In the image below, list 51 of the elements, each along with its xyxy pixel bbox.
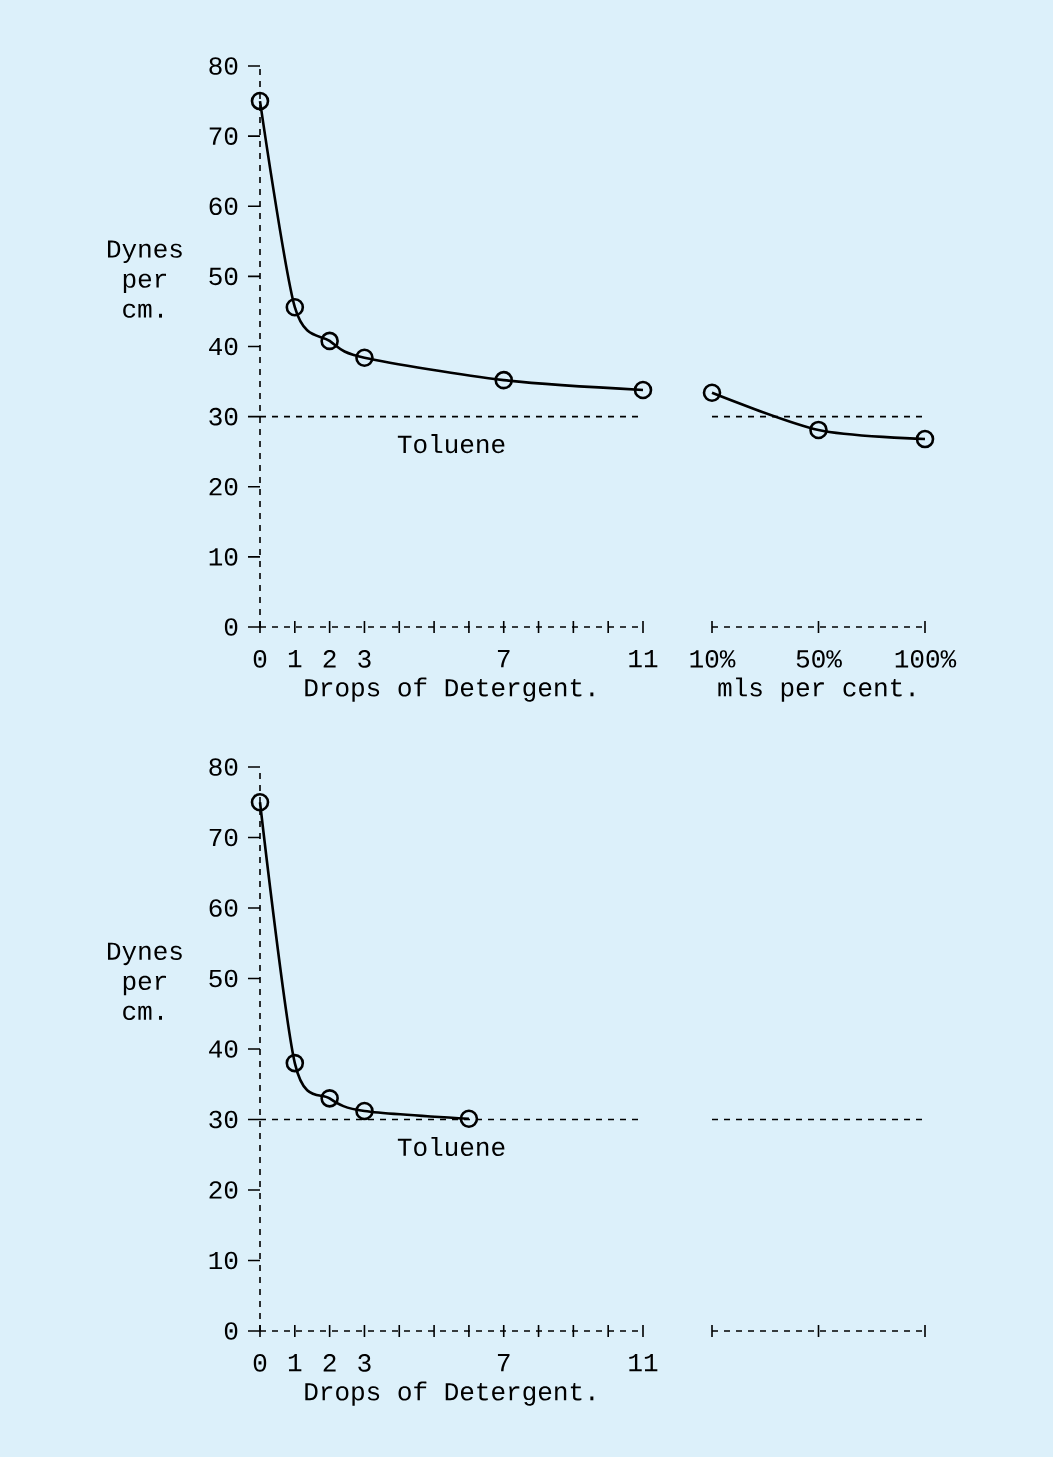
y-tick-label: 50 [209, 969, 238, 988]
point [250, 792, 270, 812]
x-tick-label: 100% [895, 650, 957, 668]
point [494, 370, 514, 390]
point [355, 348, 374, 368]
x-tick-label: 50% [796, 650, 842, 668]
y-axis-title: Dynes per cm. [107, 942, 182, 1021]
x-tick-label: 7 [497, 650, 510, 668]
x-axis-title: mls per cent. [718, 677, 914, 702]
point [320, 331, 339, 351]
x-tick-label: 1 [288, 650, 302, 668]
y-tick-label: 40 [209, 1040, 238, 1058]
point [355, 1101, 374, 1121]
y-tick-label: 20 [209, 1181, 238, 1199]
y-axis-title: Dynes per cm. [107, 240, 182, 318]
y-tick-label: 30 [209, 407, 238, 426]
y-tick-label: 40 [209, 337, 238, 356]
x-tick-label: 11 [629, 650, 658, 668]
y-tick-label: 50 [209, 267, 238, 286]
ref-line-label: Toluene [397, 1136, 505, 1157]
point [285, 297, 305, 317]
x-axis-title: Drops of Detergent. [305, 1381, 594, 1406]
x-tick-label: 1 [288, 1354, 302, 1372]
y-tick-label: 60 [209, 899, 238, 917]
x-tick-label: 2 [323, 1354, 336, 1372]
x-tick-label: 0 [253, 1354, 267, 1372]
x-axis-title: Drops of Detergent. [305, 677, 594, 702]
point [250, 91, 270, 111]
x-tick-label: 11 [629, 1354, 658, 1372]
point [459, 1109, 479, 1129]
y-tick-label: 60 [209, 197, 238, 216]
y-tick-label: 70 [209, 828, 238, 847]
y-tick-label: 10 [209, 1251, 238, 1270]
y-tick-label: 80 [209, 57, 238, 75]
y-tick-label: 80 [209, 758, 238, 776]
y-tick-label: 30 [209, 1110, 238, 1129]
point [633, 380, 653, 400]
y-tick-label: 0 [224, 618, 238, 636]
y-tick-label: 20 [209, 477, 238, 496]
x-tick-label: 0 [253, 650, 267, 668]
y-tick-label: 10 [209, 548, 238, 566]
x-tick-label: 3 [358, 1354, 371, 1372]
x-tick-label: 10% [690, 650, 736, 668]
ref-line-label: Toluene [397, 434, 505, 454]
y-tick-label: 0 [224, 1322, 238, 1340]
x-tick-label: 7 [497, 1354, 510, 1372]
point [320, 1089, 339, 1108]
x-tick-label: 3 [358, 650, 371, 668]
x-tick-label: 2 [323, 650, 336, 668]
y-tick-label: 70 [209, 127, 238, 145]
point [285, 1053, 305, 1073]
